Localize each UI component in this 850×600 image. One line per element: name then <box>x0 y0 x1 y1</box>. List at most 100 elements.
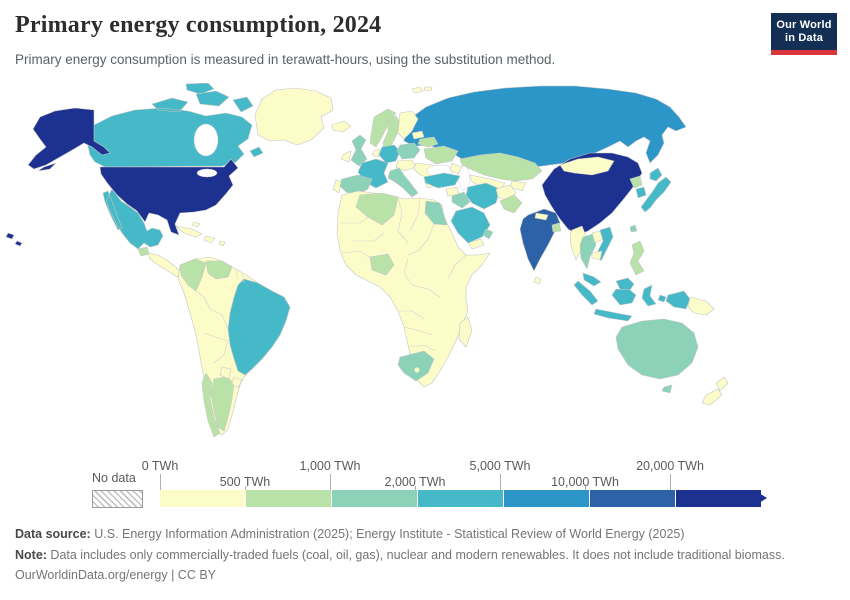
region-central-america[interactable] <box>147 252 182 278</box>
legend-tick-line <box>160 474 161 490</box>
island-hispaniola[interactable] <box>203 235 216 244</box>
country-kazakhstan[interactable] <box>459 152 543 182</box>
country-algeria[interactable] <box>355 192 399 226</box>
country-madagascar[interactable] <box>458 316 473 348</box>
country-iran[interactable] <box>465 182 501 210</box>
legend-segment[interactable] <box>676 490 762 507</box>
country-turkey[interactable] <box>423 172 461 189</box>
legend-no-data-swatch[interactable] <box>92 490 143 508</box>
country-malaysia[interactable] <box>582 272 635 291</box>
country-bangladesh[interactable] <box>551 222 562 233</box>
country-portugal[interactable] <box>332 179 342 194</box>
country-sri-lanka[interactable] <box>533 276 542 285</box>
country-uruguay[interactable] <box>231 376 243 389</box>
country-nigeria[interactable] <box>369 253 395 276</box>
region-baltics[interactable] <box>411 130 425 140</box>
country-taiwan[interactable] <box>629 224 638 233</box>
country-yemen[interactable] <box>467 238 485 250</box>
country-united-states[interactable] <box>5 107 239 247</box>
region-caucasus[interactable] <box>449 162 463 175</box>
footer-citation-link[interactable]: OurWorldinData.org/energy | CC BY <box>15 568 217 582</box>
legend-tick-label: 1,000 TWh <box>299 459 361 473</box>
legend-segment[interactable] <box>246 490 332 507</box>
legend-color-bar <box>160 490 762 507</box>
legend-segment[interactable] <box>504 490 590 507</box>
south-america-borders <box>195 268 245 364</box>
legend-no-data-label: No data <box>92 471 136 485</box>
owid-logo[interactable]: Our World in Data <box>771 13 837 55</box>
great-lakes <box>196 168 218 178</box>
country-new-zealand[interactable] <box>701 376 729 406</box>
country-cambodia[interactable] <box>591 250 603 261</box>
country-chile[interactable] <box>201 372 221 438</box>
country-mongolia[interactable] <box>559 156 615 176</box>
country-ireland[interactable] <box>340 150 352 163</box>
country-argentina[interactable] <box>210 376 235 432</box>
legend-tick-label: 20,000 TWh <box>636 459 704 473</box>
africa-borders <box>340 196 467 352</box>
country-japan[interactable] <box>640 167 672 213</box>
country-philippines[interactable] <box>629 240 645 276</box>
country-germany[interactable] <box>378 144 401 164</box>
note-label: Note: <box>15 547 47 562</box>
country-greenland[interactable] <box>254 87 334 146</box>
country-myanmar[interactable] <box>569 225 587 261</box>
sources-text: U.S. Energy Information Administration (… <box>90 527 685 541</box>
country-ukraine[interactable] <box>423 145 459 165</box>
country-finland[interactable] <box>397 110 419 140</box>
chart-subtitle: Primary energy consumption is measured i… <box>15 52 556 67</box>
legend-tick-label: 500 TWh <box>219 475 271 489</box>
country-south-africa[interactable] <box>397 350 435 382</box>
country-india[interactable] <box>519 208 561 272</box>
legend-tick-label: 2,000 TWh <box>384 475 446 489</box>
legend-tick-label: 0 TWh <box>141 459 179 473</box>
country-iraq[interactable] <box>451 191 471 209</box>
country-mexico[interactable] <box>102 188 164 250</box>
country-indonesia[interactable] <box>573 280 691 322</box>
country-poland[interactable] <box>396 142 421 160</box>
country-nepal[interactable] <box>534 212 549 221</box>
legend-tick-line <box>670 474 671 490</box>
legend-tick-line <box>330 474 331 490</box>
legend-segment[interactable] <box>160 490 246 507</box>
country-netherlands[interactable] <box>371 148 381 158</box>
islands-svalbard[interactable] <box>411 86 433 94</box>
note-text: Data includes only commercially-traded f… <box>46 547 785 562</box>
footer-sources-line: Data source: U.S. Energy Information Adm… <box>15 524 835 545</box>
country-lesotho[interactable] <box>414 367 420 373</box>
region-central-europe[interactable] <box>395 159 417 172</box>
legend-tick-line <box>245 486 246 490</box>
country-pakistan[interactable] <box>499 194 523 214</box>
country-uae-oman[interactable] <box>482 228 494 240</box>
country-china[interactable] <box>541 152 643 236</box>
country-united-kingdom[interactable] <box>350 134 368 167</box>
country-iceland[interactable] <box>331 120 352 133</box>
page-title: Primary energy consumption, 2024 <box>15 12 382 38</box>
owid-logo-line2: in Data <box>784 32 824 44</box>
country-cuba[interactable] <box>175 225 203 238</box>
country-south-korea[interactable] <box>635 186 647 199</box>
owid-logo-line1: Our World <box>776 19 832 31</box>
country-colombia[interactable] <box>179 258 207 292</box>
country-guatemala[interactable] <box>137 246 150 257</box>
country-north-korea[interactable] <box>629 175 643 189</box>
country-belarus[interactable] <box>417 136 439 148</box>
country-saudi-arabia[interactable] <box>450 206 491 244</box>
country-paraguay[interactable] <box>219 366 232 380</box>
chart-footer: Data source: U.S. Energy Information Adm… <box>15 524 835 586</box>
legend-tick-label: 10,000 TWh <box>551 475 619 489</box>
legend-segment[interactable] <box>332 490 418 507</box>
islands-caribbean[interactable] <box>191 221 226 247</box>
country-australia[interactable] <box>615 318 699 394</box>
country-brazil[interactable] <box>227 278 291 376</box>
map-legend: No data 0 TWh 500 TWh 1,000 TWh 2,000 TWh 5,… <box>0 455 850 513</box>
country-egypt[interactable] <box>424 200 448 226</box>
legend-segment[interactable] <box>418 490 504 507</box>
country-canada[interactable] <box>85 82 264 168</box>
sources-label: Data source: <box>15 527 91 541</box>
legend-segment[interactable] <box>590 490 676 507</box>
country-venezuela[interactable] <box>205 260 233 280</box>
country-norway[interactable] <box>369 108 397 148</box>
country-papua-new-guinea[interactable] <box>687 296 715 316</box>
